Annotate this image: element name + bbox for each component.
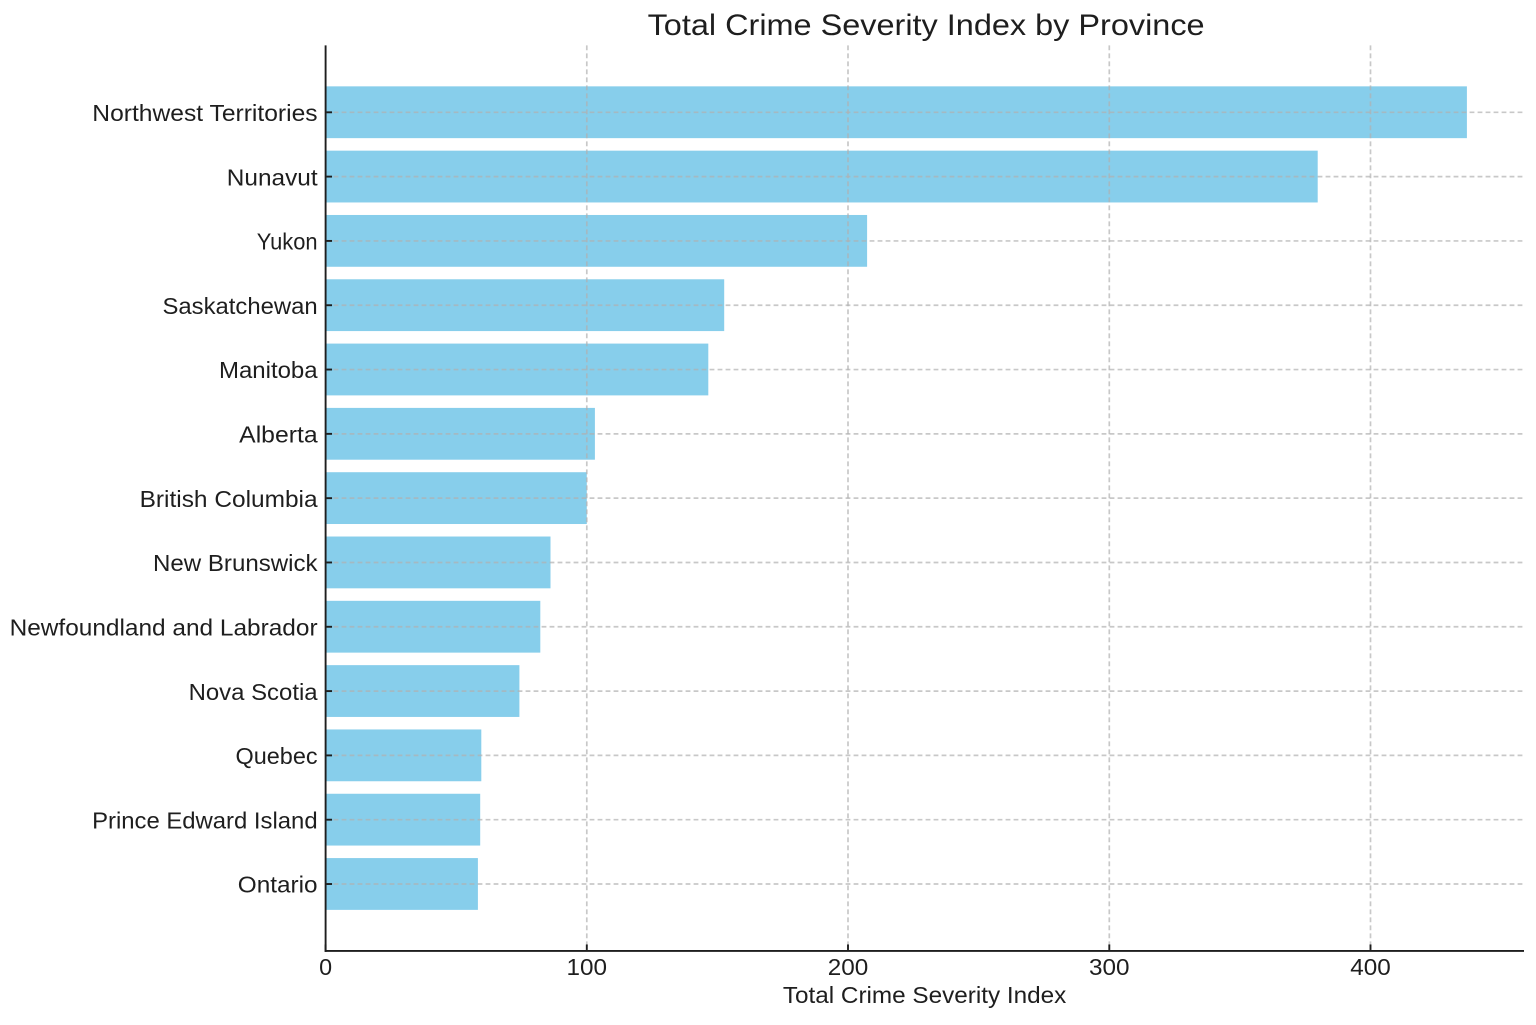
svg-text:100: 100 xyxy=(567,954,608,980)
svg-text:New Brunswick: New Brunswick xyxy=(153,550,318,576)
svg-text:Manitoba: Manitoba xyxy=(219,357,318,383)
svg-text:Alberta: Alberta xyxy=(239,422,317,448)
svg-text:Quebec: Quebec xyxy=(236,743,318,769)
svg-text:Newfoundland and Labrador: Newfoundland and Labrador xyxy=(10,615,318,641)
svg-text:0: 0 xyxy=(319,954,332,980)
svg-text:400: 400 xyxy=(1350,954,1391,980)
svg-text:British Columbia: British Columbia xyxy=(140,486,318,512)
svg-text:Prince Edward Island: Prince Edward Island xyxy=(92,807,318,833)
svg-text:Yukon: Yukon xyxy=(257,229,318,255)
svg-text:Total Crime Severity Index: Total Crime Severity Index xyxy=(783,982,1067,1008)
svg-text:200: 200 xyxy=(828,954,869,980)
svg-text:Northwest Territories: Northwest Territories xyxy=(92,100,317,126)
svg-text:Nunavut: Nunavut xyxy=(227,164,318,190)
svg-text:Saskatchewan: Saskatchewan xyxy=(163,293,318,319)
svg-text:Ontario: Ontario xyxy=(238,872,318,898)
svg-text:300: 300 xyxy=(1089,954,1130,980)
svg-text:Nova Scotia: Nova Scotia xyxy=(189,679,318,705)
svg-text:Total Crime Severity Index by: Total Crime Severity Index by Province xyxy=(648,9,1205,42)
